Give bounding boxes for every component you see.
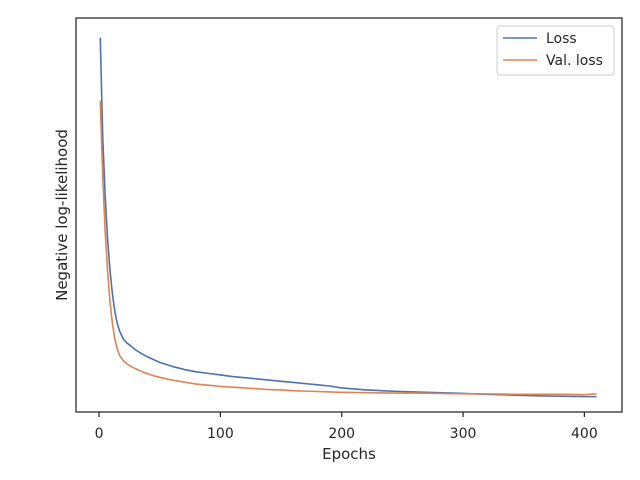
x-axis-ticks: 0 100 200 300 400 — [95, 412, 598, 442]
legend-label-val-loss: Val. loss — [546, 53, 603, 69]
plot-frame — [75, 17, 623, 413]
plot-area — [76, 18, 622, 412]
x-tick-label: 100 — [207, 426, 234, 442]
legend-label-loss: Loss — [546, 31, 577, 47]
legend: Loss Val. loss — [496, 25, 615, 76]
series-layer — [99, 37, 597, 398]
x-tick-label: 200 — [328, 426, 355, 442]
x-tick-label: 400 — [571, 426, 598, 442]
y-axis-label: Negative log-likelihood — [53, 129, 71, 301]
x-tick-label: 0 — [95, 426, 104, 442]
x-axis-label: Epochs — [322, 445, 376, 463]
x-tick-label: 300 — [450, 426, 477, 442]
series-line-val-loss — [99, 100, 597, 396]
